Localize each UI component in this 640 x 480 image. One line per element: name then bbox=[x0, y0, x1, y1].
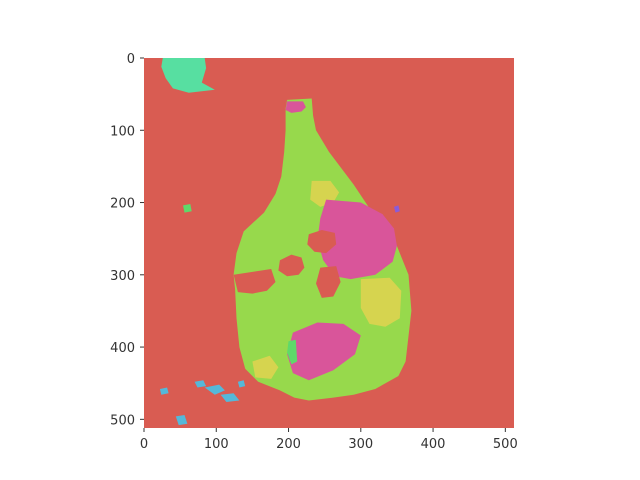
y-tick-label: 500 bbox=[110, 413, 135, 428]
y-axis: 0 100 200 300 400 500 bbox=[110, 52, 144, 428]
region-red-notch-left bbox=[233, 269, 276, 294]
y-tick-label: 400 bbox=[110, 341, 135, 356]
region-purple-spot bbox=[394, 205, 400, 213]
region-yellow-lower bbox=[252, 355, 279, 379]
plot-area bbox=[144, 58, 514, 428]
region-green-spot bbox=[183, 204, 192, 213]
x-tick-label: 400 bbox=[421, 437, 446, 452]
region-yellow-right bbox=[360, 277, 402, 327]
x-tick-label: 0 bbox=[140, 437, 148, 452]
region-green-strip bbox=[287, 339, 298, 365]
region-magenta-top bbox=[285, 101, 306, 113]
region-red-hole-2 bbox=[278, 254, 305, 277]
y-tick-label: 200 bbox=[110, 197, 135, 212]
x-tick-label: 300 bbox=[348, 437, 373, 452]
region-cyan-5 bbox=[175, 415, 188, 426]
region-teal-topleft bbox=[161, 58, 215, 93]
image-regions bbox=[159, 58, 412, 426]
region-magenta-lower bbox=[287, 322, 361, 381]
region-cyan-4 bbox=[159, 387, 169, 395]
region-cyan-1 bbox=[194, 380, 207, 388]
region-cyan-2 bbox=[204, 384, 225, 395]
x-tick-label: 500 bbox=[493, 437, 518, 452]
x-tick-label: 200 bbox=[276, 437, 301, 452]
region-red-hole-3 bbox=[316, 266, 341, 298]
region-magenta-right bbox=[317, 199, 397, 280]
x-axis: 0 100 200 300 400 500 bbox=[140, 428, 518, 452]
y-tick-label: 300 bbox=[110, 269, 135, 284]
y-tick-label: 100 bbox=[110, 124, 135, 139]
region-cyan-6 bbox=[237, 380, 246, 388]
y-tick-label: 0 bbox=[127, 52, 135, 67]
region-red-hole-1 bbox=[307, 230, 337, 254]
region-cyan-3 bbox=[220, 393, 240, 402]
x-tick-label: 100 bbox=[204, 437, 229, 452]
